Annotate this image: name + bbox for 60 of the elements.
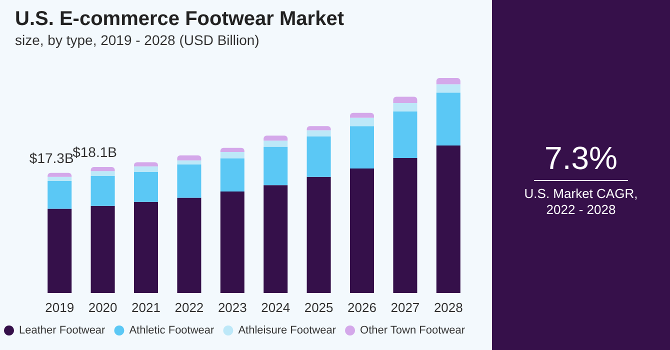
x-tick-label: 2025 [304,300,334,315]
legend-label: Other Town Footwear [360,324,466,336]
chart-subtitle: size, by type, 2019 - 2028 (USD Billion) [15,32,260,48]
annotation: $18.1B [72,144,117,160]
bar [177,198,202,293]
x-tick-label: 2021 [132,300,160,315]
bar [350,112,374,118]
bar [134,162,158,166]
bar [134,166,158,172]
x-tick-label: 2020 [88,300,118,315]
bar [90,167,115,172]
x-tick-label: 2026 [348,300,376,315]
bar [264,140,288,147]
bar [48,180,72,209]
bar [48,176,72,181]
annotation: $17.3B [29,150,74,166]
legend-label: Athletic Footwear [129,324,215,336]
bar [134,172,158,202]
bar [48,208,72,293]
bar [264,185,288,293]
bar [350,118,374,126]
bar [350,168,374,293]
bar [220,158,244,192]
bar [306,136,331,177]
bar [436,78,460,84]
chart-title: U.S. E-commerce Footwear Market [15,8,344,30]
x-tick-label: 2024 [261,300,290,315]
legend-label: Leather Footwear [19,324,106,336]
x-tick-label: 2023 [218,300,247,315]
bar [134,202,158,293]
x-tick-label: 2019 [45,300,74,315]
bar [306,126,331,130]
bar [306,176,331,293]
bar [393,111,418,158]
bar [436,146,460,293]
bar [350,126,374,169]
x-tick-label: 2027 [390,300,420,315]
bar [436,84,460,93]
text: U.S. Market CAGR, 2022 - 2028 [523,186,639,218]
bar [393,158,418,293]
bar [436,92,460,146]
bar [220,192,244,293]
text: 7.3% [544,140,618,177]
bar [264,136,288,141]
bar [48,172,72,177]
bar [220,148,244,152]
bar [306,130,331,136]
bar [90,176,115,206]
bar [393,102,418,112]
bar [393,96,418,103]
x-tick-label: 2028 [434,300,463,315]
legend-label: Athleisure Footwear [238,324,336,336]
bar [90,206,115,293]
bar [220,152,244,158]
bar [177,155,202,160]
x-tick-label: 2022 [174,300,204,315]
bar [90,171,115,176]
bar [177,160,202,164]
bar [264,146,288,186]
bar [177,164,202,198]
